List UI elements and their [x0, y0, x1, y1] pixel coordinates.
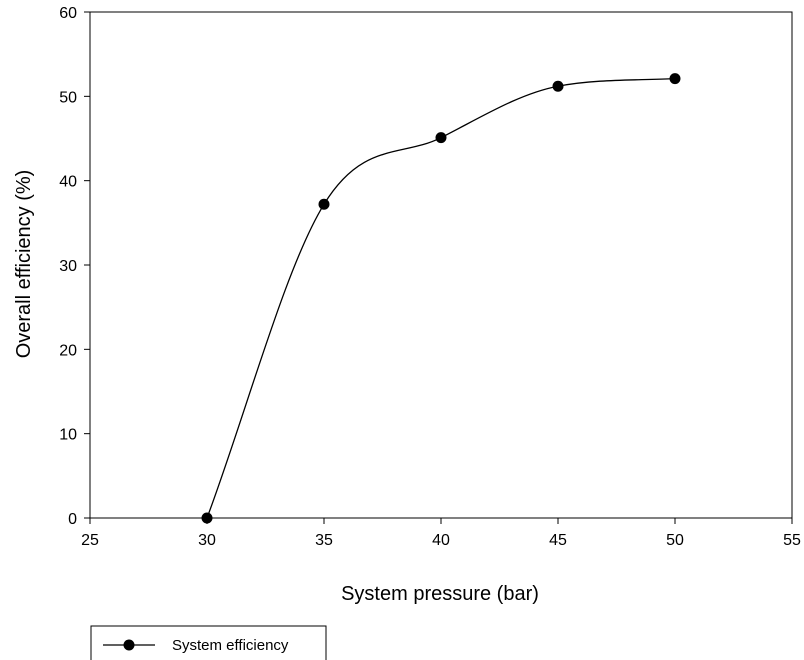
y-tick-label: 10: [59, 427, 77, 444]
legend-label: System efficiency: [172, 637, 289, 654]
x-axis-label: System pressure (bar): [341, 583, 539, 605]
data-point: [552, 80, 564, 92]
x-tick-label: 55: [783, 532, 801, 549]
data-point: [318, 198, 330, 210]
x-tick-label: 35: [315, 532, 333, 549]
plot-border: [89, 11, 793, 519]
y-tick-label: 40: [59, 174, 77, 191]
data-point: [435, 132, 447, 144]
x-tick-label: 45: [549, 532, 567, 549]
legend-box: [90, 625, 327, 660]
legend: System efficiency: [90, 625, 327, 660]
y-tick-label: 0: [68, 511, 77, 528]
y-tick-label: 60: [59, 5, 77, 22]
legend-marker: [123, 639, 135, 651]
y-tick-label: 50: [59, 89, 77, 106]
y-tick-label: 30: [59, 258, 77, 275]
x-axis: 25 30 35 40 45 50 55: [81, 518, 801, 549]
y-axis-label: Overall efficiency (%): [13, 170, 35, 359]
plot-frame: [89, 11, 793, 519]
y-axis: 0 10 20 30 40 50 60: [59, 5, 90, 528]
series-layer: [201, 73, 681, 524]
x-tick-label: 25: [81, 532, 99, 549]
x-tick-label: 50: [666, 532, 684, 549]
data-point: [201, 512, 213, 524]
series-line: [206, 77, 676, 519]
data-point: [669, 73, 681, 85]
x-tick-label: 30: [198, 532, 216, 549]
x-tick-label: 40: [432, 532, 450, 549]
y-tick-label: 20: [59, 342, 77, 359]
